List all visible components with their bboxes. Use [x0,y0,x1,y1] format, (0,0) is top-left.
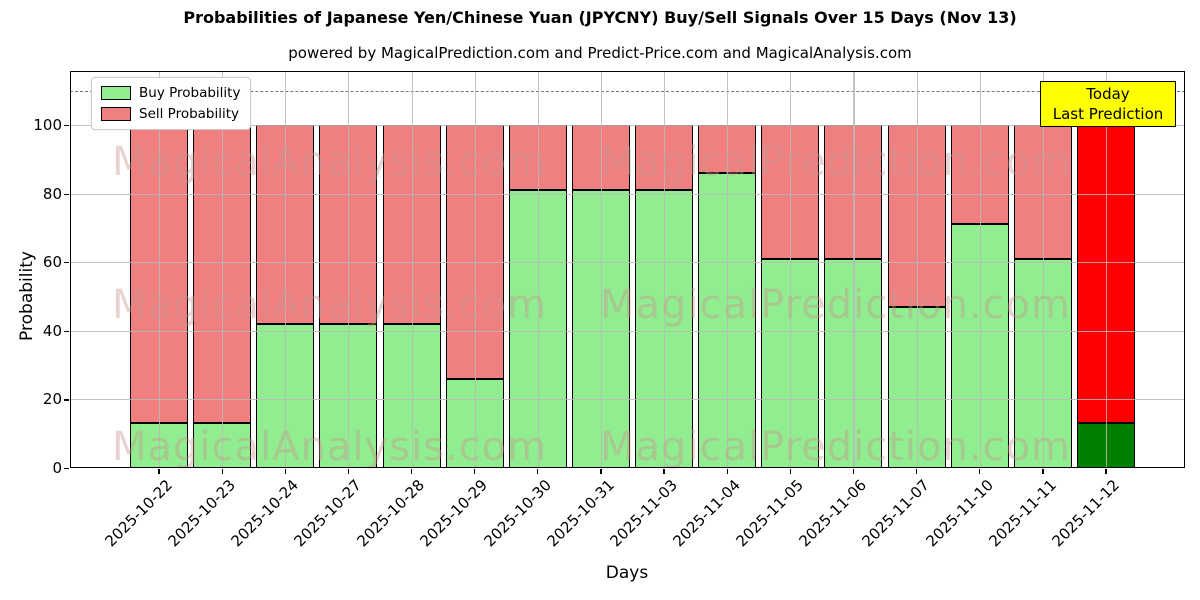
x-axis-label: Days [605,563,649,583]
y-tick-mark [64,330,69,333]
x-tick-label: 2025-11-06 [795,476,871,551]
x-tick-mark [284,469,286,474]
y-tick-mark [64,399,69,401]
gridline-vertical [600,71,602,468]
x-tick-label: 2025-10-30 [480,476,555,551]
x-tick-label: 2025-10-22 [101,476,176,551]
x-tick-mark [1042,469,1044,474]
y-tick-mark [64,125,69,127]
gridline-vertical [474,71,476,468]
gridline-vertical [853,71,855,468]
gridline-vertical [664,71,666,468]
y-tick-mark [64,468,69,470]
gridline-horizontal [70,330,1185,332]
gridline-vertical [727,71,729,468]
x-tick-mark [726,469,728,474]
gridline-vertical [348,71,350,468]
chart-title: Probabilities of Japanese Yen/Chinese Yu… [183,8,1017,27]
watermark-text: MagicalPrediction.com [600,424,1071,470]
x-tick-mark [915,469,918,474]
legend-item-sell: Sell Probability [101,106,240,122]
watermark-text: MagicalAnalysis.com [112,282,548,328]
x-tick-mark [158,469,160,474]
watermark-text: MagicalPrediction.com [600,139,1071,185]
x-tick-label: 2025-10-27 [290,476,366,551]
x-tick-mark [789,469,791,474]
watermark-text: MagicalPrediction.com [600,282,1071,328]
y-tick-mark [64,193,69,195]
y-tick-label: 80 [42,184,62,203]
x-tick-label: 2025-10-24 [227,476,302,551]
x-tick-label: 2025-10-23 [164,476,239,551]
x-tick-label: 2025-11-03 [606,476,681,551]
x-tick-label: 2025-11-12 [1048,476,1123,551]
y-tick-label: 60 [42,253,62,272]
gridline-horizontal [70,125,1185,127]
x-tick-mark [979,469,981,474]
y-tick-mark [64,262,69,264]
x-tick-mark [410,469,413,474]
gridline-vertical [790,71,792,468]
x-tick-mark [474,469,476,474]
x-tick-mark [663,469,665,474]
buy-probability-swatch [101,86,131,100]
gridline-vertical [159,71,161,468]
watermark-text: MagicalAnalysis.com [112,139,548,185]
sell-probability-swatch [101,107,131,121]
x-tick-label: 2025-10-31 [543,476,618,551]
watermark-text: MagicalAnalysis.com [112,424,548,470]
today-annotation-line2: Last Prediction [1052,105,1164,123]
x-tick-label: 2025-10-29 [417,476,492,551]
x-tick-label: 2025-11-07 [858,476,934,551]
x-tick-label: 2025-10-28 [353,476,429,551]
gridline-vertical [979,71,981,468]
gridline-vertical [916,71,918,468]
gridline-vertical [1042,71,1044,468]
legend: Buy Probability Sell Probability [91,77,252,130]
legend-item-buy: Buy Probability [101,85,240,101]
chart-subtitle: powered by MagicalPrediction.com and Pre… [288,44,912,62]
x-tick-mark [347,469,350,474]
x-tick-label: 2025-11-05 [732,476,808,551]
gridline-horizontal [70,193,1185,195]
gridline-vertical [537,71,539,468]
legend-label-buy: Buy Probability [139,85,241,101]
x-tick-mark [600,469,602,474]
y-tick-label: 40 [42,321,62,340]
y-tick-label: 20 [42,390,62,409]
x-tick-mark [221,469,223,474]
x-tick-mark [537,469,539,474]
gridline-vertical [285,71,287,468]
gridline-vertical [1105,71,1108,468]
y-tick-label: 100 [33,116,62,134]
dashed-threshold-line [70,90,1185,92]
x-tick-mark [1105,469,1107,474]
today-annotation: Today Last Prediction [1040,81,1176,127]
legend-label-sell: Sell Probability [139,106,240,122]
x-tick-label: 2025-11-10 [922,476,997,551]
y-tick-label: 0 [52,459,62,477]
gridline-horizontal [70,399,1185,401]
today-annotation-line1: Today [1086,85,1130,103]
x-tick-mark [852,469,855,474]
gridline-vertical [222,71,224,468]
gridline-horizontal [70,262,1185,264]
gridline-vertical [411,71,413,468]
x-tick-label: 2025-11-04 [669,476,744,551]
